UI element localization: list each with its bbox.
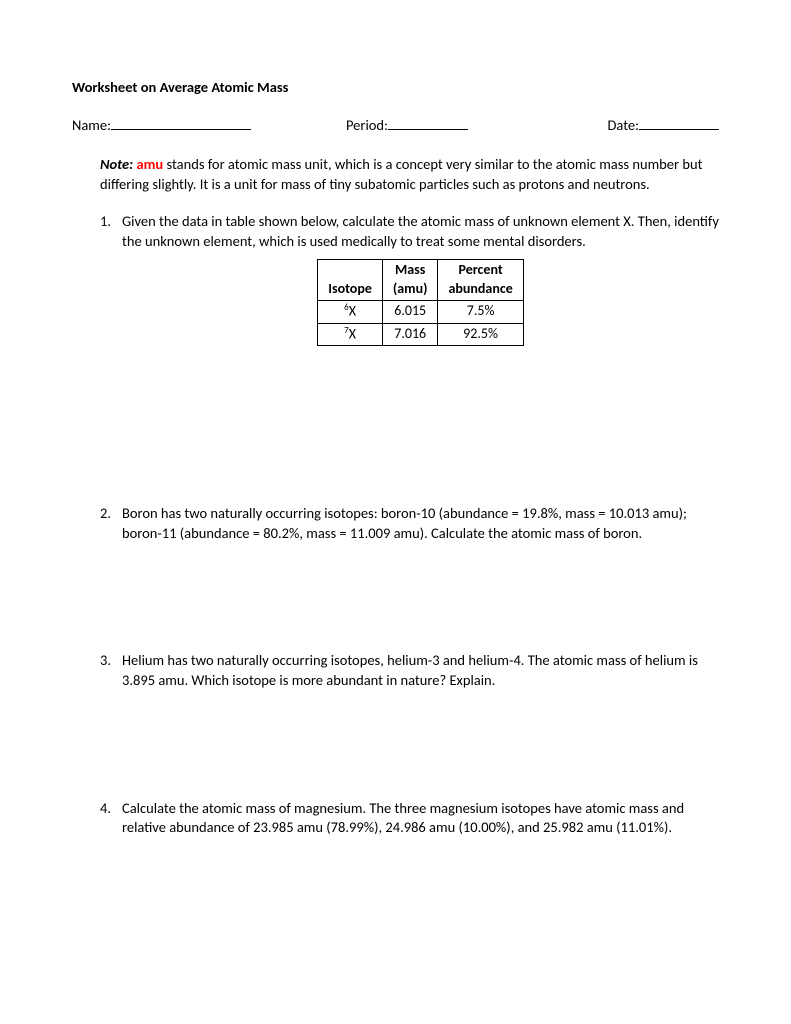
amu-term: amu xyxy=(136,155,163,173)
cell-mass: 6.015 xyxy=(382,301,438,324)
col-isotope: Isotope xyxy=(318,260,383,301)
col-mass: Mass (amu) xyxy=(382,260,438,301)
note-block: Note: amu stands for atomic mass unit, w… xyxy=(100,155,719,194)
question-1: 1. Given the data in table shown below, … xyxy=(100,212,719,346)
col-abundance: Percent abundance xyxy=(438,260,523,301)
q3-text: Helium has two naturally occurring isoto… xyxy=(122,651,719,690)
period-blank[interactable] xyxy=(388,116,468,130)
cell-abundance: 7.5% xyxy=(438,301,523,324)
q1-number: 1. xyxy=(100,212,122,346)
content-area: Note: amu stands for atomic mass unit, w… xyxy=(72,155,719,838)
note-label: Note: xyxy=(100,155,133,173)
q4-text: Calculate the atomic mass of magnesium. … xyxy=(122,799,719,838)
date-label: Date: xyxy=(607,116,639,136)
answer-space xyxy=(100,561,719,651)
gap xyxy=(251,116,346,136)
period-label: Period: xyxy=(346,116,388,136)
question-2: 2. Boron has two naturally occurring iso… xyxy=(100,504,719,543)
answer-space xyxy=(100,709,719,799)
gap xyxy=(468,116,608,136)
cell-mass: 7.016 xyxy=(382,323,438,346)
question-4: 4. Calculate the atomic mass of magnesiu… xyxy=(100,799,719,838)
q3-number: 3. xyxy=(100,651,122,690)
answer-space xyxy=(100,364,719,504)
q1-text: Given the data in table shown below, cal… xyxy=(122,212,719,251)
isotope-table: Isotope Mass (amu) Percent abundance 6X xyxy=(317,259,524,346)
worksheet-title: Worksheet on Average Atomic Mass xyxy=(72,78,719,98)
q4-number: 4. xyxy=(100,799,122,838)
name-label: Name: xyxy=(72,116,111,136)
cell-abundance: 92.5% xyxy=(438,323,523,346)
table-header-row: Isotope Mass (amu) Percent abundance xyxy=(318,260,524,301)
name-blank[interactable] xyxy=(111,116,251,130)
header-fields: Name: Period: Date: xyxy=(72,116,719,136)
date-blank[interactable] xyxy=(639,116,719,130)
note-text: stands for atomic mass unit, which is a … xyxy=(100,155,702,193)
table-row: 7X 7.016 92.5% xyxy=(318,323,524,346)
q2-number: 2. xyxy=(100,504,122,543)
cell-isotope: 7X xyxy=(318,323,383,346)
table-row: 6X 6.015 7.5% xyxy=(318,301,524,324)
question-3: 3. Helium has two naturally occurring is… xyxy=(100,651,719,690)
q1-body: Given the data in table shown below, cal… xyxy=(122,212,719,346)
cell-isotope: 6X xyxy=(318,301,383,324)
q2-text: Boron has two naturally occurring isotop… xyxy=(122,504,719,543)
worksheet-page: Worksheet on Average Atomic Mass Name: P… xyxy=(0,0,791,1024)
